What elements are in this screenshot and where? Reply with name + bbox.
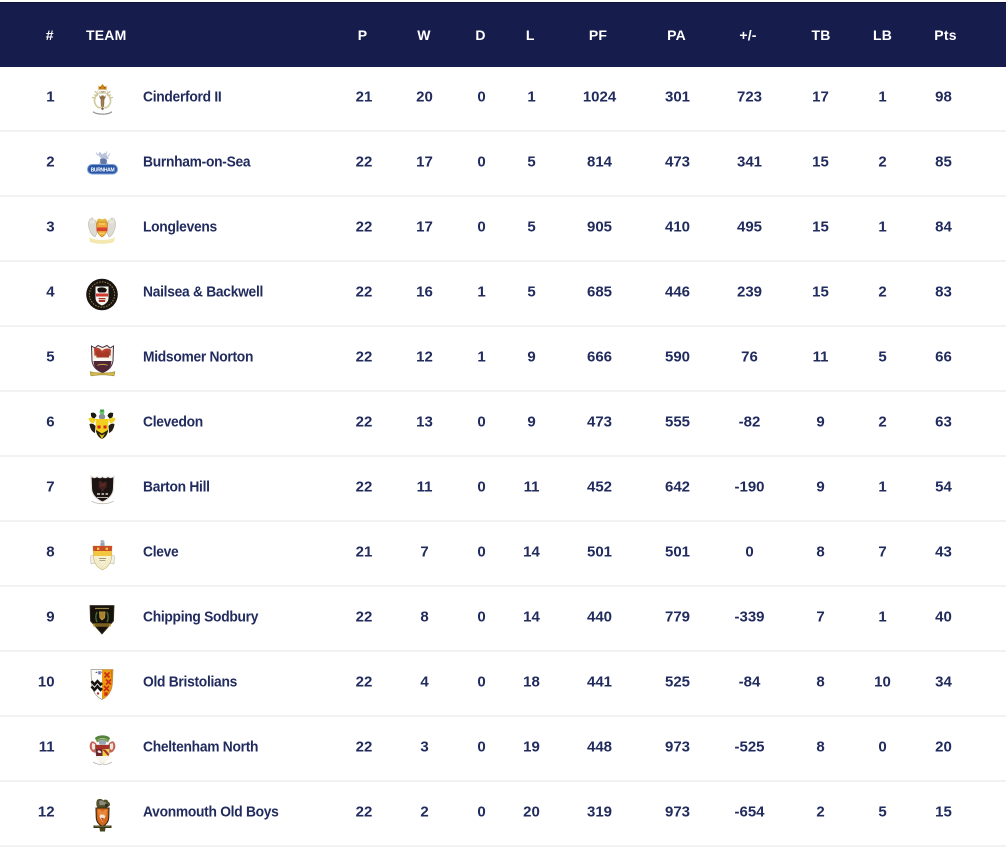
svg-text:1886: 1886 xyxy=(99,90,106,94)
svg-text:BURNHAM: BURNHAM xyxy=(90,167,114,173)
